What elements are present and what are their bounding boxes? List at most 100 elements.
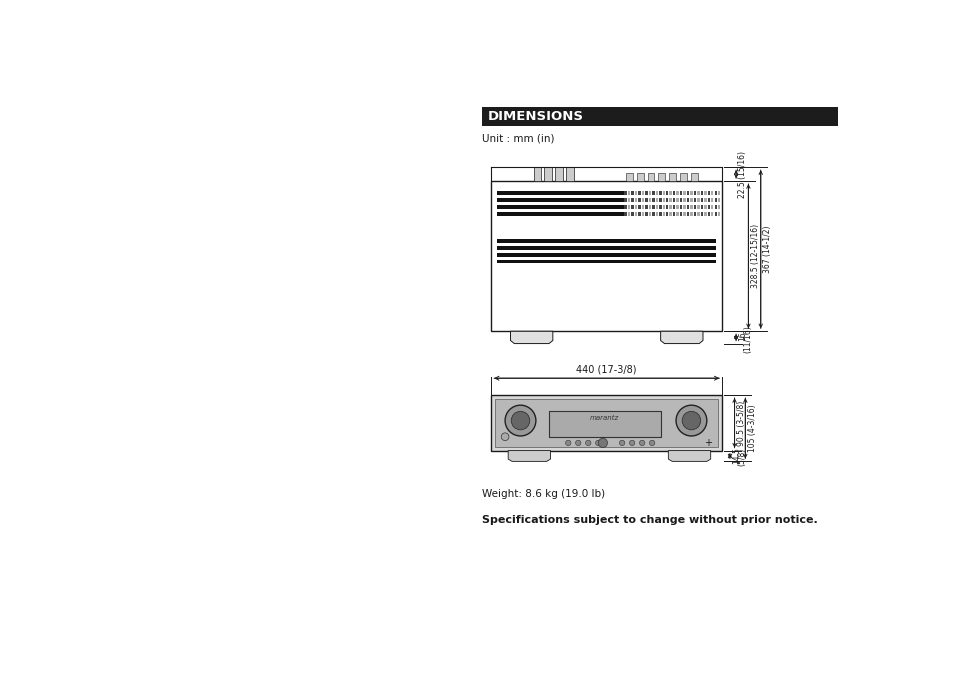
Bar <box>497 239 716 243</box>
Text: 14.5: 14.5 <box>732 447 740 464</box>
Bar <box>710 198 713 202</box>
Text: +: + <box>703 438 712 448</box>
Text: Specifications subject to change without prior notice.: Specifications subject to change without… <box>481 515 817 525</box>
Bar <box>659 198 660 202</box>
Bar <box>697 212 699 216</box>
Bar <box>634 198 637 202</box>
Bar <box>665 212 668 216</box>
Bar <box>700 191 702 195</box>
Bar <box>703 205 706 209</box>
Circle shape <box>504 405 536 436</box>
Bar <box>679 205 681 209</box>
Text: (5/8): (5/8) <box>737 448 746 466</box>
Bar <box>710 212 713 216</box>
Bar <box>652 198 654 202</box>
Bar <box>669 198 671 202</box>
Bar <box>686 198 688 202</box>
Bar <box>703 198 706 202</box>
Bar <box>652 212 654 216</box>
Bar <box>638 205 640 209</box>
Bar <box>634 205 637 209</box>
Circle shape <box>500 433 508 441</box>
Bar <box>686 212 688 216</box>
Bar <box>631 205 633 209</box>
Bar <box>659 191 660 195</box>
Bar <box>693 198 696 202</box>
Text: 16: 16 <box>738 331 746 341</box>
Bar <box>690 205 692 209</box>
Bar <box>718 212 720 216</box>
Bar <box>676 205 679 209</box>
Bar <box>659 212 660 216</box>
Text: Weight: 8.6 kg (19.0 lb): Weight: 8.6 kg (19.0 lb) <box>481 489 604 500</box>
Bar <box>652 191 654 195</box>
Bar <box>665 205 668 209</box>
Bar <box>693 212 696 216</box>
Bar <box>647 173 654 181</box>
Bar <box>682 212 685 216</box>
Bar <box>682 191 685 195</box>
Bar <box>714 198 717 202</box>
Bar <box>686 205 688 209</box>
Bar <box>703 191 706 195</box>
Bar <box>625 173 632 181</box>
Bar <box>495 399 718 447</box>
Bar <box>668 173 676 181</box>
Bar <box>690 191 692 195</box>
Bar <box>665 198 668 202</box>
Bar <box>718 191 720 195</box>
Circle shape <box>595 440 600 446</box>
Bar <box>707 205 709 209</box>
Bar <box>714 205 717 209</box>
Bar <box>682 205 685 209</box>
Bar <box>644 212 647 216</box>
Bar <box>636 173 643 181</box>
Bar <box>627 191 630 195</box>
Bar <box>693 191 696 195</box>
Circle shape <box>676 405 706 436</box>
Bar <box>700 205 702 209</box>
Bar <box>497 205 624 209</box>
Bar <box>690 212 692 216</box>
Bar <box>679 173 686 181</box>
Bar <box>655 191 658 195</box>
Bar <box>533 167 540 181</box>
Bar <box>707 212 709 216</box>
Polygon shape <box>508 451 550 462</box>
Bar <box>481 107 837 126</box>
Bar <box>690 198 692 202</box>
Bar <box>665 191 668 195</box>
Bar <box>682 198 685 202</box>
Bar <box>634 191 637 195</box>
Bar <box>700 198 702 202</box>
Bar <box>638 212 640 216</box>
Bar <box>627 205 630 209</box>
Bar <box>491 395 721 451</box>
Bar <box>679 198 681 202</box>
Bar <box>631 198 633 202</box>
Bar <box>679 191 681 195</box>
Bar <box>714 191 717 195</box>
Bar <box>697 191 699 195</box>
Polygon shape <box>659 331 702 344</box>
Bar <box>662 191 664 195</box>
Bar <box>710 205 713 209</box>
Text: 90.5 (3-5/8): 90.5 (3-5/8) <box>736 400 745 446</box>
Bar <box>697 205 699 209</box>
Bar <box>497 246 716 250</box>
Bar <box>672 205 675 209</box>
Bar <box>679 212 681 216</box>
Bar <box>638 198 640 202</box>
Circle shape <box>511 411 529 430</box>
Bar <box>644 191 647 195</box>
Text: DIMENSIONS: DIMENSIONS <box>487 110 583 123</box>
Bar <box>497 198 624 202</box>
Text: 22.5 (15/16): 22.5 (15/16) <box>738 151 746 198</box>
Circle shape <box>629 440 634 446</box>
Text: Unit : mm (in): Unit : mm (in) <box>481 134 554 144</box>
Circle shape <box>681 411 700 430</box>
Bar <box>627 198 630 202</box>
Bar <box>655 198 658 202</box>
Bar <box>641 198 643 202</box>
Bar <box>707 198 709 202</box>
